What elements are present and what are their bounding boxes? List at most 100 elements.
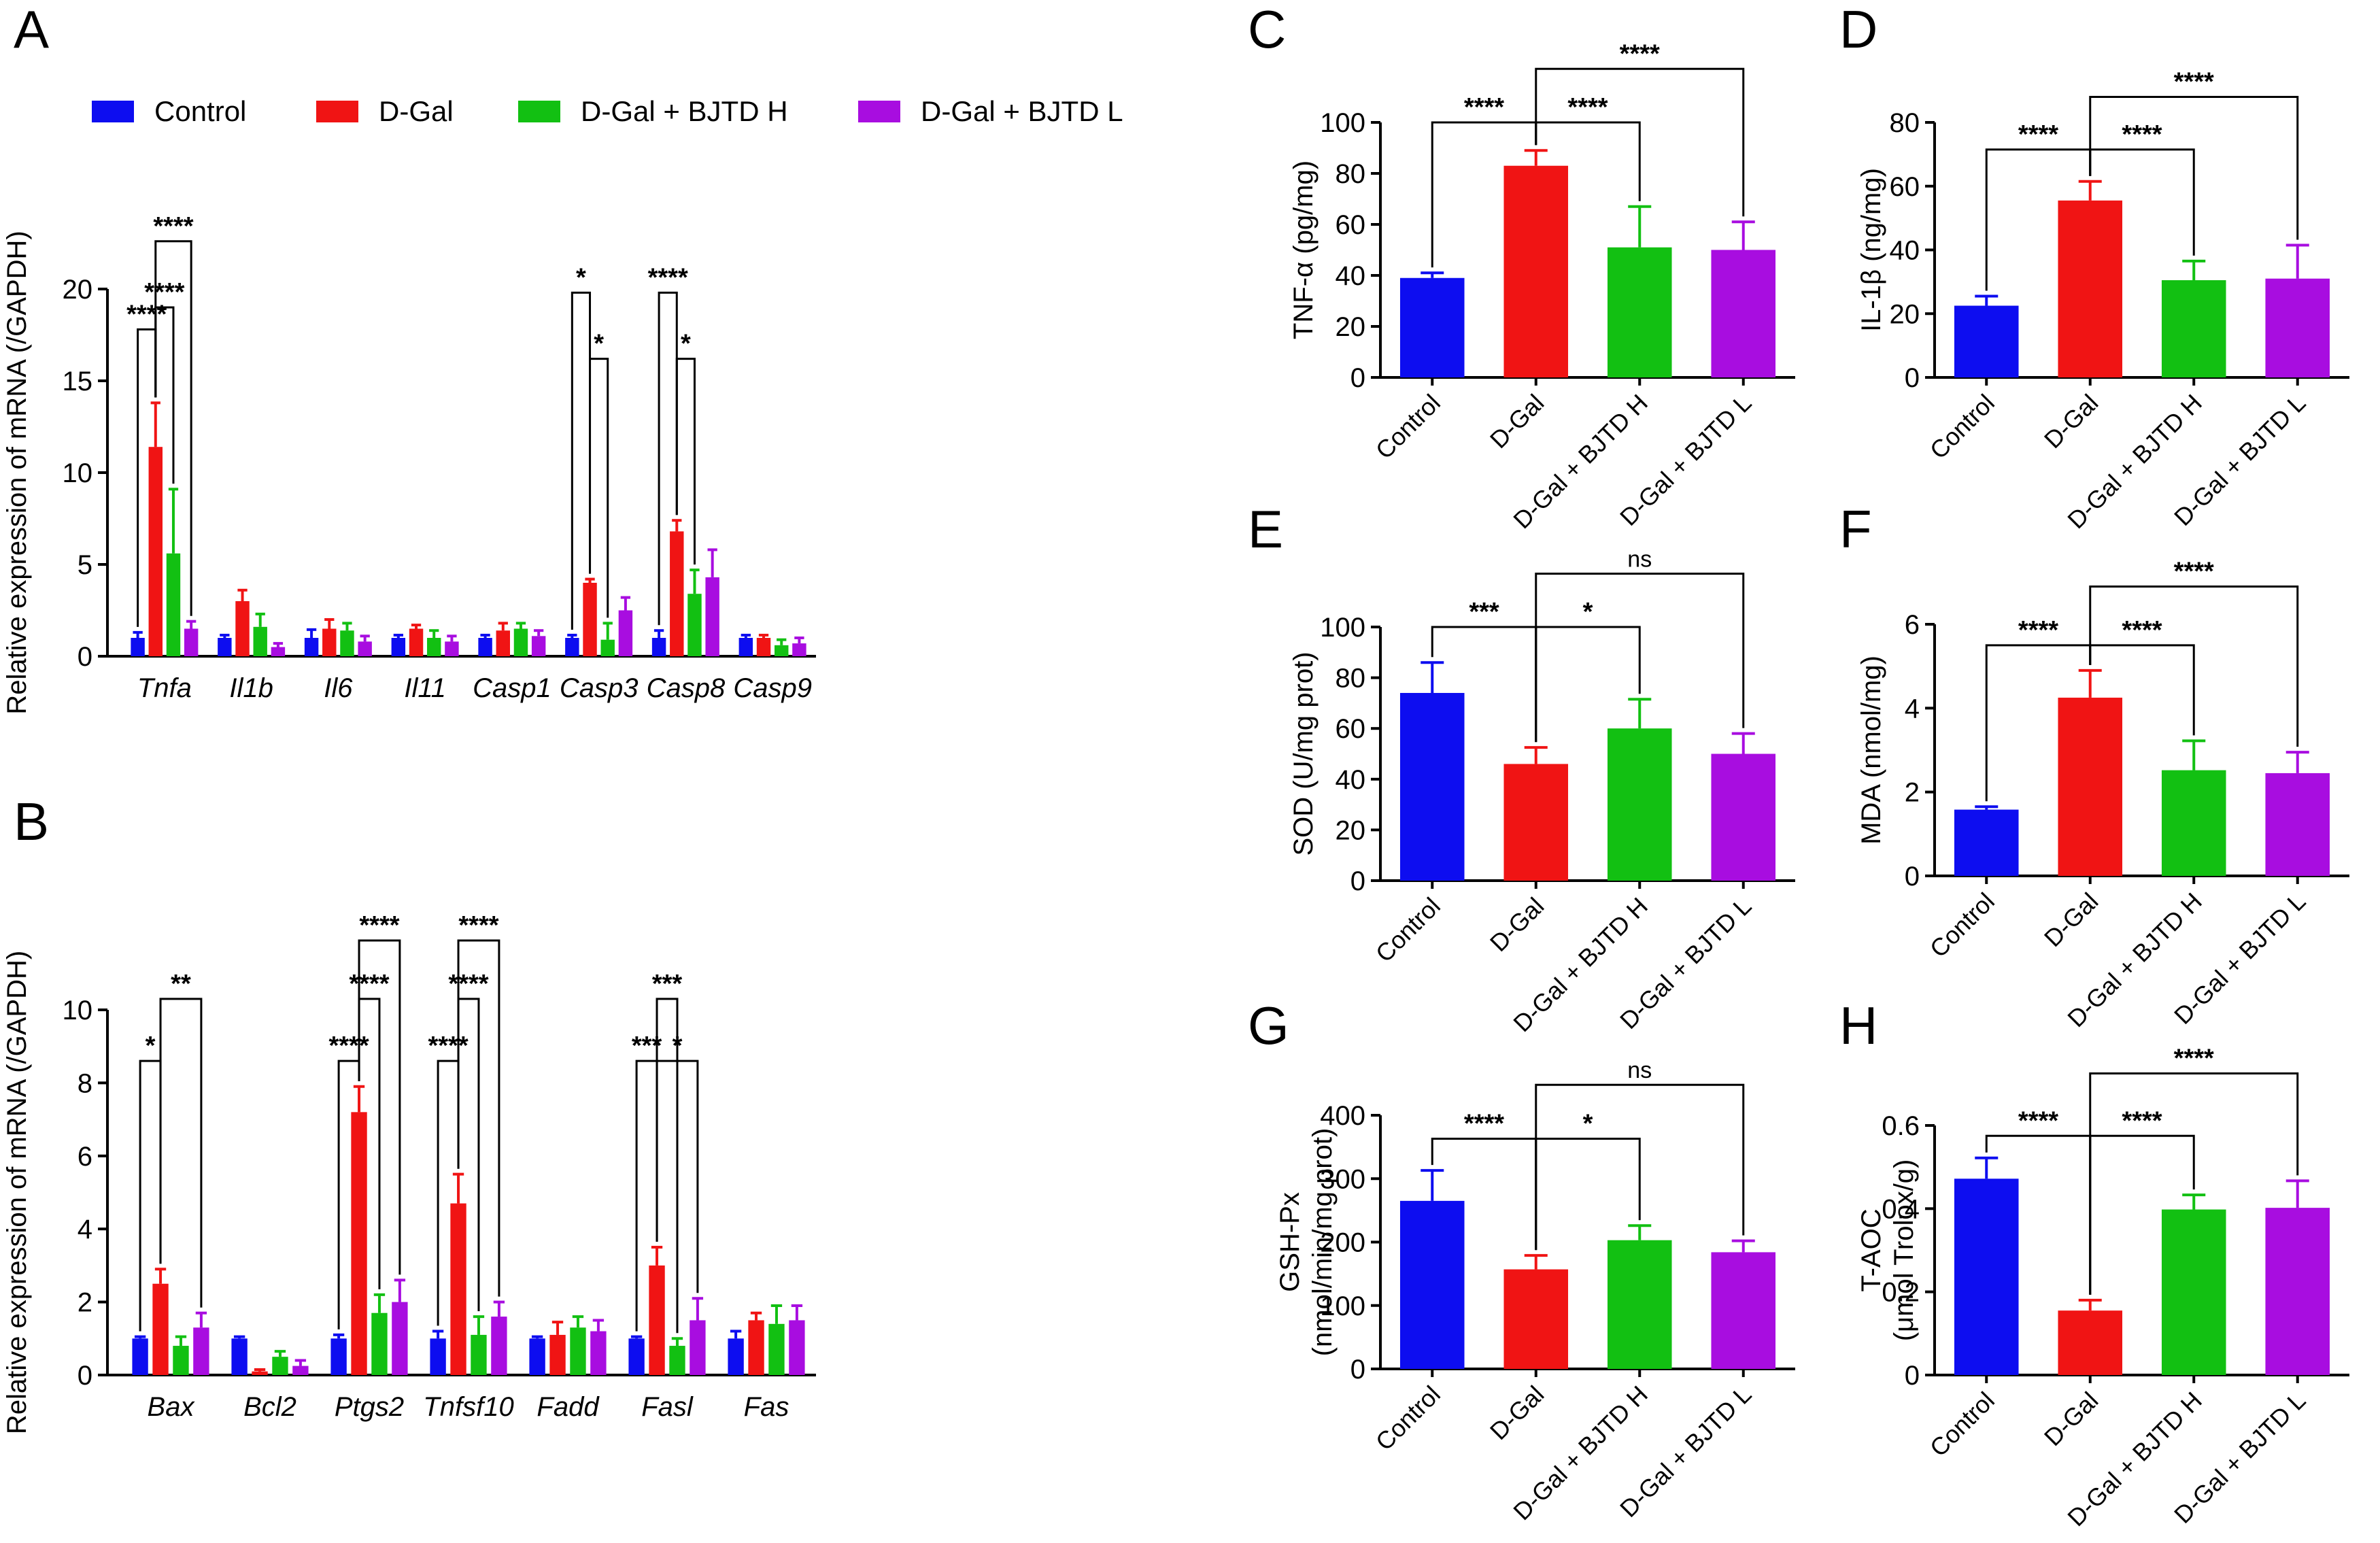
legend: Control D-Gal D-Gal + BJTD H D-Gal + BJTD L	[92, 95, 1123, 127]
panel-b: B 0 2 4 6 8 10 Relative expression of mRNA (/GA…	[2, 792, 816, 1434]
bar	[756, 638, 771, 656]
x-tick-label: Control	[1924, 389, 2000, 464]
category-label: Fasl	[641, 1392, 694, 1422]
bar	[1954, 305, 2019, 377]
y-tick-label: 0.2	[1882, 1278, 1920, 1308]
y-tick-label: 2	[78, 1288, 92, 1318]
significance-label: ****	[328, 1032, 369, 1060]
significance-label: *	[576, 263, 586, 292]
category-label: Tnfsf10	[423, 1392, 513, 1422]
x-tick-label: Control	[1370, 1380, 1446, 1456]
legend-swatch	[92, 101, 134, 122]
bar	[231, 1338, 248, 1375]
significance-label: ****	[349, 970, 389, 998]
y-tick-label: 300	[1320, 1164, 1365, 1194]
bar	[789, 1320, 805, 1375]
y-tick-label: 100	[1320, 108, 1365, 138]
significance-bracket	[2089, 1072, 2299, 1295]
y-tick-label: 60	[1890, 172, 1920, 202]
bar	[478, 638, 492, 656]
y-tick-label: 0	[1350, 363, 1365, 393]
significance-bracket	[589, 358, 609, 618]
category-label: Il6	[324, 673, 353, 703]
bar	[590, 1331, 607, 1375]
panel-letter: G	[1248, 996, 1289, 1055]
y-tick-label: 4	[78, 1215, 92, 1244]
significance-bracket	[656, 1059, 699, 1293]
significance-bracket	[1535, 573, 1745, 743]
y-tick-label: 0	[1905, 363, 1920, 393]
legend-label: Control	[154, 95, 246, 127]
bar	[531, 636, 546, 656]
significance-label: ****	[2018, 1106, 2058, 1135]
y-tick-label: 40	[1890, 236, 1920, 266]
y-tick-label: 40	[1336, 261, 1366, 291]
significance-bracket	[358, 939, 401, 1275]
panel-a: A 0 5 10 15 20 Relative expression of mRNA (/G…	[2, 0, 816, 715]
bar	[2058, 200, 2123, 377]
x-tick-label: Control	[1370, 892, 1446, 968]
y-tick-label: 6	[78, 1142, 92, 1172]
category-label: Bcl2	[243, 1392, 296, 1422]
bar	[491, 1317, 507, 1375]
panel-letter: D	[1839, 0, 1877, 59]
significance-label: ****	[458, 911, 498, 940]
y-tick-label: 0	[78, 1361, 92, 1391]
y-tick-label: 0	[1905, 862, 1920, 892]
y-tick-label: 80	[1336, 664, 1366, 694]
x-tick-label: D-Gal	[1484, 1380, 1549, 1445]
bar	[496, 630, 511, 656]
y-tick-label: 200	[1320, 1228, 1365, 1258]
y-tick-label: 0.6	[1882, 1111, 1920, 1141]
bar	[132, 1338, 148, 1375]
significance-label: ****	[448, 970, 488, 998]
x-tick-label: D-Gal	[2039, 1387, 2103, 1451]
bar	[768, 1323, 785, 1375]
bar	[166, 553, 181, 656]
bar	[549, 1334, 566, 1375]
significance-label: ****	[2122, 1106, 2162, 1135]
significance-label: ****	[2018, 616, 2058, 645]
y-tick-label: 8	[78, 1068, 92, 1098]
significance-label: ****	[2174, 1045, 2214, 1073]
significance-label: ****	[2174, 558, 2214, 586]
x-tick-label: D-Gal	[2039, 389, 2103, 454]
bar	[253, 626, 267, 656]
significance-label: *	[1583, 598, 1593, 626]
bar	[565, 638, 579, 656]
bar	[371, 1312, 388, 1375]
bar	[152, 1283, 169, 1375]
bar	[131, 638, 145, 656]
bar	[628, 1338, 645, 1375]
bar	[351, 1112, 367, 1375]
y-tick-label: 0	[78, 642, 92, 672]
significance-label: ****	[1567, 93, 1608, 122]
y-tick-label: 10	[63, 996, 93, 1025]
category-label: Fadd	[537, 1392, 600, 1422]
significance-label: *	[673, 1032, 683, 1060]
y-tick-label: 60	[1336, 714, 1366, 744]
bar	[272, 1357, 288, 1375]
y-axis-label: IL-1β (ng/mg)	[1856, 168, 1886, 332]
bar	[2265, 278, 2330, 377]
panel-letter: A	[14, 0, 49, 59]
significance-label: ns	[1627, 547, 1652, 573]
y-tick-label: 20	[1336, 312, 1366, 342]
bar	[322, 628, 337, 656]
bar	[471, 1334, 487, 1375]
bar	[748, 1320, 764, 1375]
category-label: Casp3	[560, 673, 639, 703]
bar	[1711, 250, 1776, 377]
y-tick-label: 100	[1320, 1291, 1365, 1321]
y-tick-label: 80	[1336, 159, 1366, 189]
bar	[570, 1327, 586, 1375]
significance-label: *	[1583, 1110, 1593, 1138]
significance-label: **	[171, 970, 191, 998]
legend-swatch	[518, 101, 560, 122]
bar	[2265, 773, 2330, 876]
panel-letter: C	[1248, 0, 1286, 59]
bar	[651, 638, 666, 656]
y-tick-label: 20	[1336, 815, 1366, 845]
legend-swatch	[858, 101, 900, 122]
